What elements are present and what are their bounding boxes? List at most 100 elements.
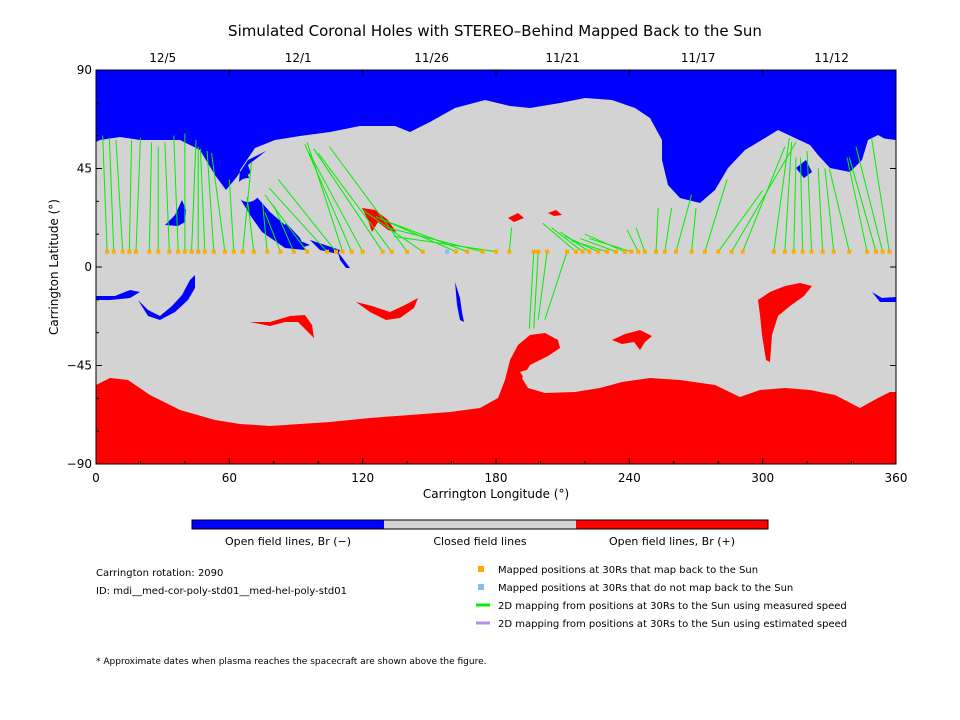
field-line	[784, 142, 793, 252]
field-line	[828, 168, 850, 252]
field-line	[855, 146, 884, 252]
field-line	[173, 135, 179, 252]
y-tick-label: 0	[84, 260, 92, 274]
field-line	[846, 157, 868, 252]
mapped-position-marker	[360, 249, 365, 254]
legend-swatch	[478, 566, 484, 572]
coronal-map	[96, 70, 896, 464]
field-line	[328, 146, 408, 252]
field-line	[246, 196, 255, 252]
field-line	[542, 222, 577, 253]
red-patch-far-east	[758, 283, 812, 362]
field-line	[691, 207, 697, 252]
mapped-position-marker	[587, 249, 592, 254]
mapped-position-marker	[222, 249, 227, 254]
mapped-position-marker	[349, 249, 354, 254]
field-line	[537, 251, 548, 320]
field-line	[717, 190, 764, 252]
y-axis: −90 −45 0 45 90	[67, 63, 896, 471]
mapped-position-marker	[847, 249, 852, 254]
field-line	[533, 251, 539, 329]
red-patch-center-s	[356, 298, 418, 320]
top-date-axis: 12/5 12/1 11/26 11/21 11/17 11/12	[149, 51, 849, 65]
field-line	[264, 194, 308, 252]
mapped-position-marker	[782, 249, 787, 254]
field-line	[108, 137, 115, 252]
mapped-position-marker	[565, 249, 570, 254]
top-date-label: 11/21	[545, 51, 580, 65]
unmapped-position-marker	[445, 249, 450, 254]
x-tick-label: 240	[618, 471, 641, 485]
mapped-position-marker	[231, 249, 236, 254]
mapped-position-marker	[689, 249, 694, 254]
blue-patch-sw-1	[96, 290, 140, 300]
field-line	[742, 146, 786, 252]
y-tick-label: −45	[67, 359, 92, 373]
field-line	[268, 187, 328, 253]
legend-label: 2D mapping from positions at 30Rs to the…	[498, 619, 847, 630]
field-line	[655, 207, 659, 252]
red-patch-center-2	[508, 213, 524, 222]
field-line	[277, 179, 337, 252]
legend-label: Mapped positions at 30Rs that map back t…	[498, 565, 758, 576]
mapped-position-marker	[545, 249, 550, 254]
x-axis: 0 60 120 180 240 300 360	[92, 70, 907, 485]
field-line	[799, 157, 804, 252]
mapped-position-marker	[716, 249, 721, 254]
field-line	[675, 194, 693, 252]
colorbar-segment	[384, 520, 576, 529]
mapped-position-marker	[654, 249, 658, 254]
field-line	[528, 251, 535, 329]
mapped-position-marker	[507, 249, 512, 254]
colorbar-segment	[192, 520, 384, 529]
mapped-position-marker	[831, 249, 836, 254]
blue-strip-center-north	[310, 240, 340, 254]
blue-patch-sw-2	[138, 275, 195, 320]
closed-bubble	[236, 178, 260, 202]
mapped-position-marker	[580, 249, 585, 254]
field-line	[793, 157, 797, 252]
blue-strip-equator	[338, 252, 350, 268]
mapped-position-marker	[494, 249, 498, 254]
field-line	[211, 153, 226, 252]
x-tick-label: 360	[885, 471, 908, 485]
top-date-label: 11/17	[681, 51, 716, 65]
mapped-position-marker	[622, 249, 627, 254]
field-line	[806, 150, 813, 252]
field-line	[848, 157, 877, 252]
field-line	[115, 140, 124, 252]
red-patch-center-3	[548, 210, 562, 216]
mapped-position-marker	[629, 249, 634, 254]
mapped-position-marker	[605, 249, 610, 254]
mapped-position-marker	[305, 249, 310, 254]
field-line	[135, 137, 141, 252]
mapped-position-marker	[791, 249, 796, 254]
carrington-rotation: Carrington rotation: 2090	[96, 568, 223, 579]
colorbar-frame	[191, 519, 769, 530]
mapped-position-marker	[865, 249, 870, 254]
x-tick-label: 120	[351, 471, 374, 485]
colorbar-label: Open field lines, Br (−)	[225, 535, 351, 548]
y-axis-label: Carrington Latitude (°)	[47, 199, 61, 335]
field-line	[664, 207, 673, 252]
field-line	[102, 135, 108, 252]
field-line	[304, 144, 353, 252]
field-line	[508, 227, 513, 252]
field-line	[206, 150, 215, 252]
field-line	[544, 251, 568, 320]
field-line	[635, 227, 646, 252]
field-line	[264, 212, 281, 252]
mapped-position-marker	[729, 249, 734, 254]
mapped-position-marker	[405, 249, 410, 254]
mapped-position-marker	[196, 249, 201, 254]
legend-label: Mapped positions at 30Rs that do not map…	[498, 583, 793, 594]
mapped-position-marker	[771, 249, 776, 254]
mapped-position-marker	[176, 249, 181, 254]
red-patch-east-s	[612, 330, 652, 350]
mapped-position-marker	[251, 249, 256, 254]
field-line	[393, 235, 497, 253]
mapped-position-marker	[531, 249, 536, 254]
mapped-position-marker	[880, 249, 885, 254]
mapped-position-marker	[202, 249, 207, 254]
